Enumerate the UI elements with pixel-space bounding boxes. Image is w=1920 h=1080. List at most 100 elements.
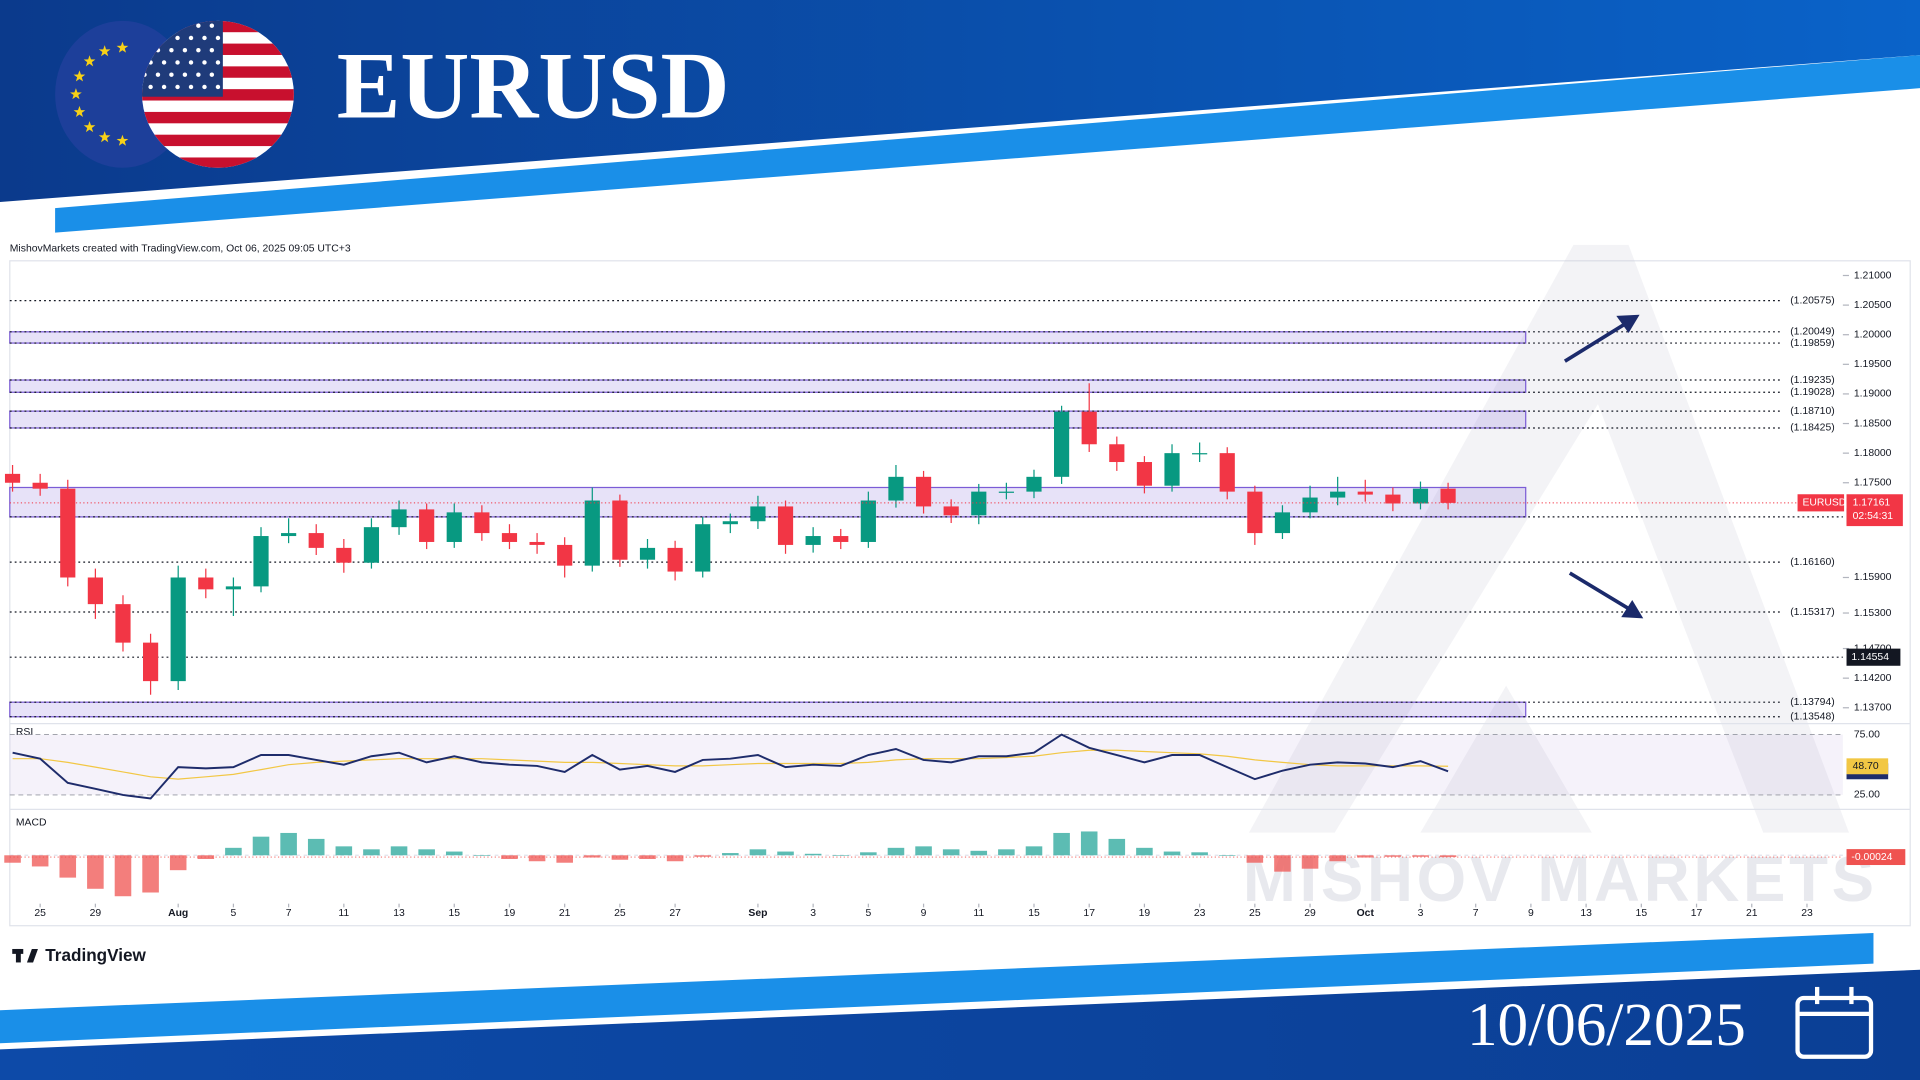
macd-bar [252,836,270,856]
candle-body [1136,462,1153,486]
header-band [0,0,1920,203]
x-tick-label: 29 [90,908,102,919]
level-label: (1.19859) [1790,338,1834,349]
us-star [155,72,161,77]
macd-bar [197,855,215,860]
us-star [182,48,188,53]
macd-bar [1274,855,1291,872]
us-star [161,84,167,90]
candle-body [446,512,462,542]
candle-body [142,642,159,682]
x-tick-label: 29 [1304,908,1316,919]
macd-bar [1191,852,1208,856]
attribution: MishovMarkets created with TradingView.c… [10,243,351,254]
x-tick-label: 25 [34,908,46,919]
x-tick-label: 17 [1083,908,1095,919]
candle-body [1219,453,1235,492]
x-tick-label: 7 [1473,908,1479,919]
us-star [175,60,180,65]
rsi-band [9,734,1843,795]
macd-bar [418,849,435,856]
candle-body [474,512,490,534]
y-tick-label: 1.18500 [1854,418,1892,429]
candle-body [860,500,876,542]
us-stripe [142,134,294,147]
x-tick-label: 11 [973,908,984,919]
us-star [182,72,188,77]
candle-body [1330,491,1346,498]
eu-star [98,45,111,57]
macd-bar [860,852,877,856]
candle-body [998,491,1014,493]
macd-bar [31,855,49,867]
candle-body [336,547,352,563]
candle-body [805,536,821,545]
candle-body [1247,491,1263,534]
eu-stars [70,41,129,146]
y-tick-label: 75.00 [1854,729,1880,740]
candle-body [695,524,711,572]
arrow-down [1568,571,1644,619]
us-star [148,84,153,90]
value-tag-label: 48.70 [1853,761,1879,772]
candle-body [4,473,21,483]
candle-body [170,577,186,682]
us-star [175,84,180,90]
x-tick-label: 21 [559,908,571,919]
eu-star [83,55,96,67]
candle-body [115,604,131,643]
y-tick-label: 1.14200 [1854,673,1892,684]
us-star [202,84,207,90]
rsi-line [12,749,1449,780]
macd-bar [335,846,353,856]
us-star [175,35,180,41]
macd-bar [1025,846,1043,856]
header-strip [55,55,1920,233]
macd-bar [307,838,325,856]
candle-body [363,527,380,563]
candle-body [1440,488,1456,503]
rsi-line [12,733,1449,800]
candle-body [943,506,959,516]
macd-bar [87,855,104,889]
macd-bar [804,853,822,856]
macd-bar [1136,847,1153,856]
x-tick-label: 19 [504,908,516,919]
us-stripe [142,157,294,168]
x-tick-label: 15 [1028,908,1040,919]
macd-bar [694,855,711,857]
y-tick-label: 1.20500 [1854,300,1892,311]
eu-star [70,88,82,100]
macd-bar [59,855,77,878]
x-tick-label: 27 [669,908,681,919]
x-tick-label: 5 [231,908,237,919]
level-label: (1.18425) [1790,423,1834,434]
chart-frame [9,260,1911,927]
macd-bar [1163,851,1181,856]
footer-band [0,969,1920,1080]
us-star [196,48,201,53]
candle-body [1109,444,1125,463]
x-tick-label: 11 [338,908,349,919]
macd-bar [1329,855,1346,862]
y-tick-label: 1.13700 [1854,703,1892,714]
level-label: (1.13548) [1790,712,1834,723]
zone [9,331,1527,344]
eu-star [73,105,86,118]
candle-body [1302,497,1318,513]
x-tick-label: 21 [1746,908,1758,919]
calendar-icon [1795,986,1874,1059]
eu-star [98,131,111,143]
macd-bar [445,851,463,856]
us-star [209,23,215,28]
macd-bar [473,855,491,856]
zone [9,486,1527,518]
macd-bar [666,855,684,862]
candle-body [833,536,849,542]
candle-body [1274,512,1291,534]
watermark-logo [1248,244,1849,833]
symbol-name: EURUSD [1802,498,1846,509]
macd-bar [970,850,988,856]
x-tick-label: 17 [1691,908,1703,919]
